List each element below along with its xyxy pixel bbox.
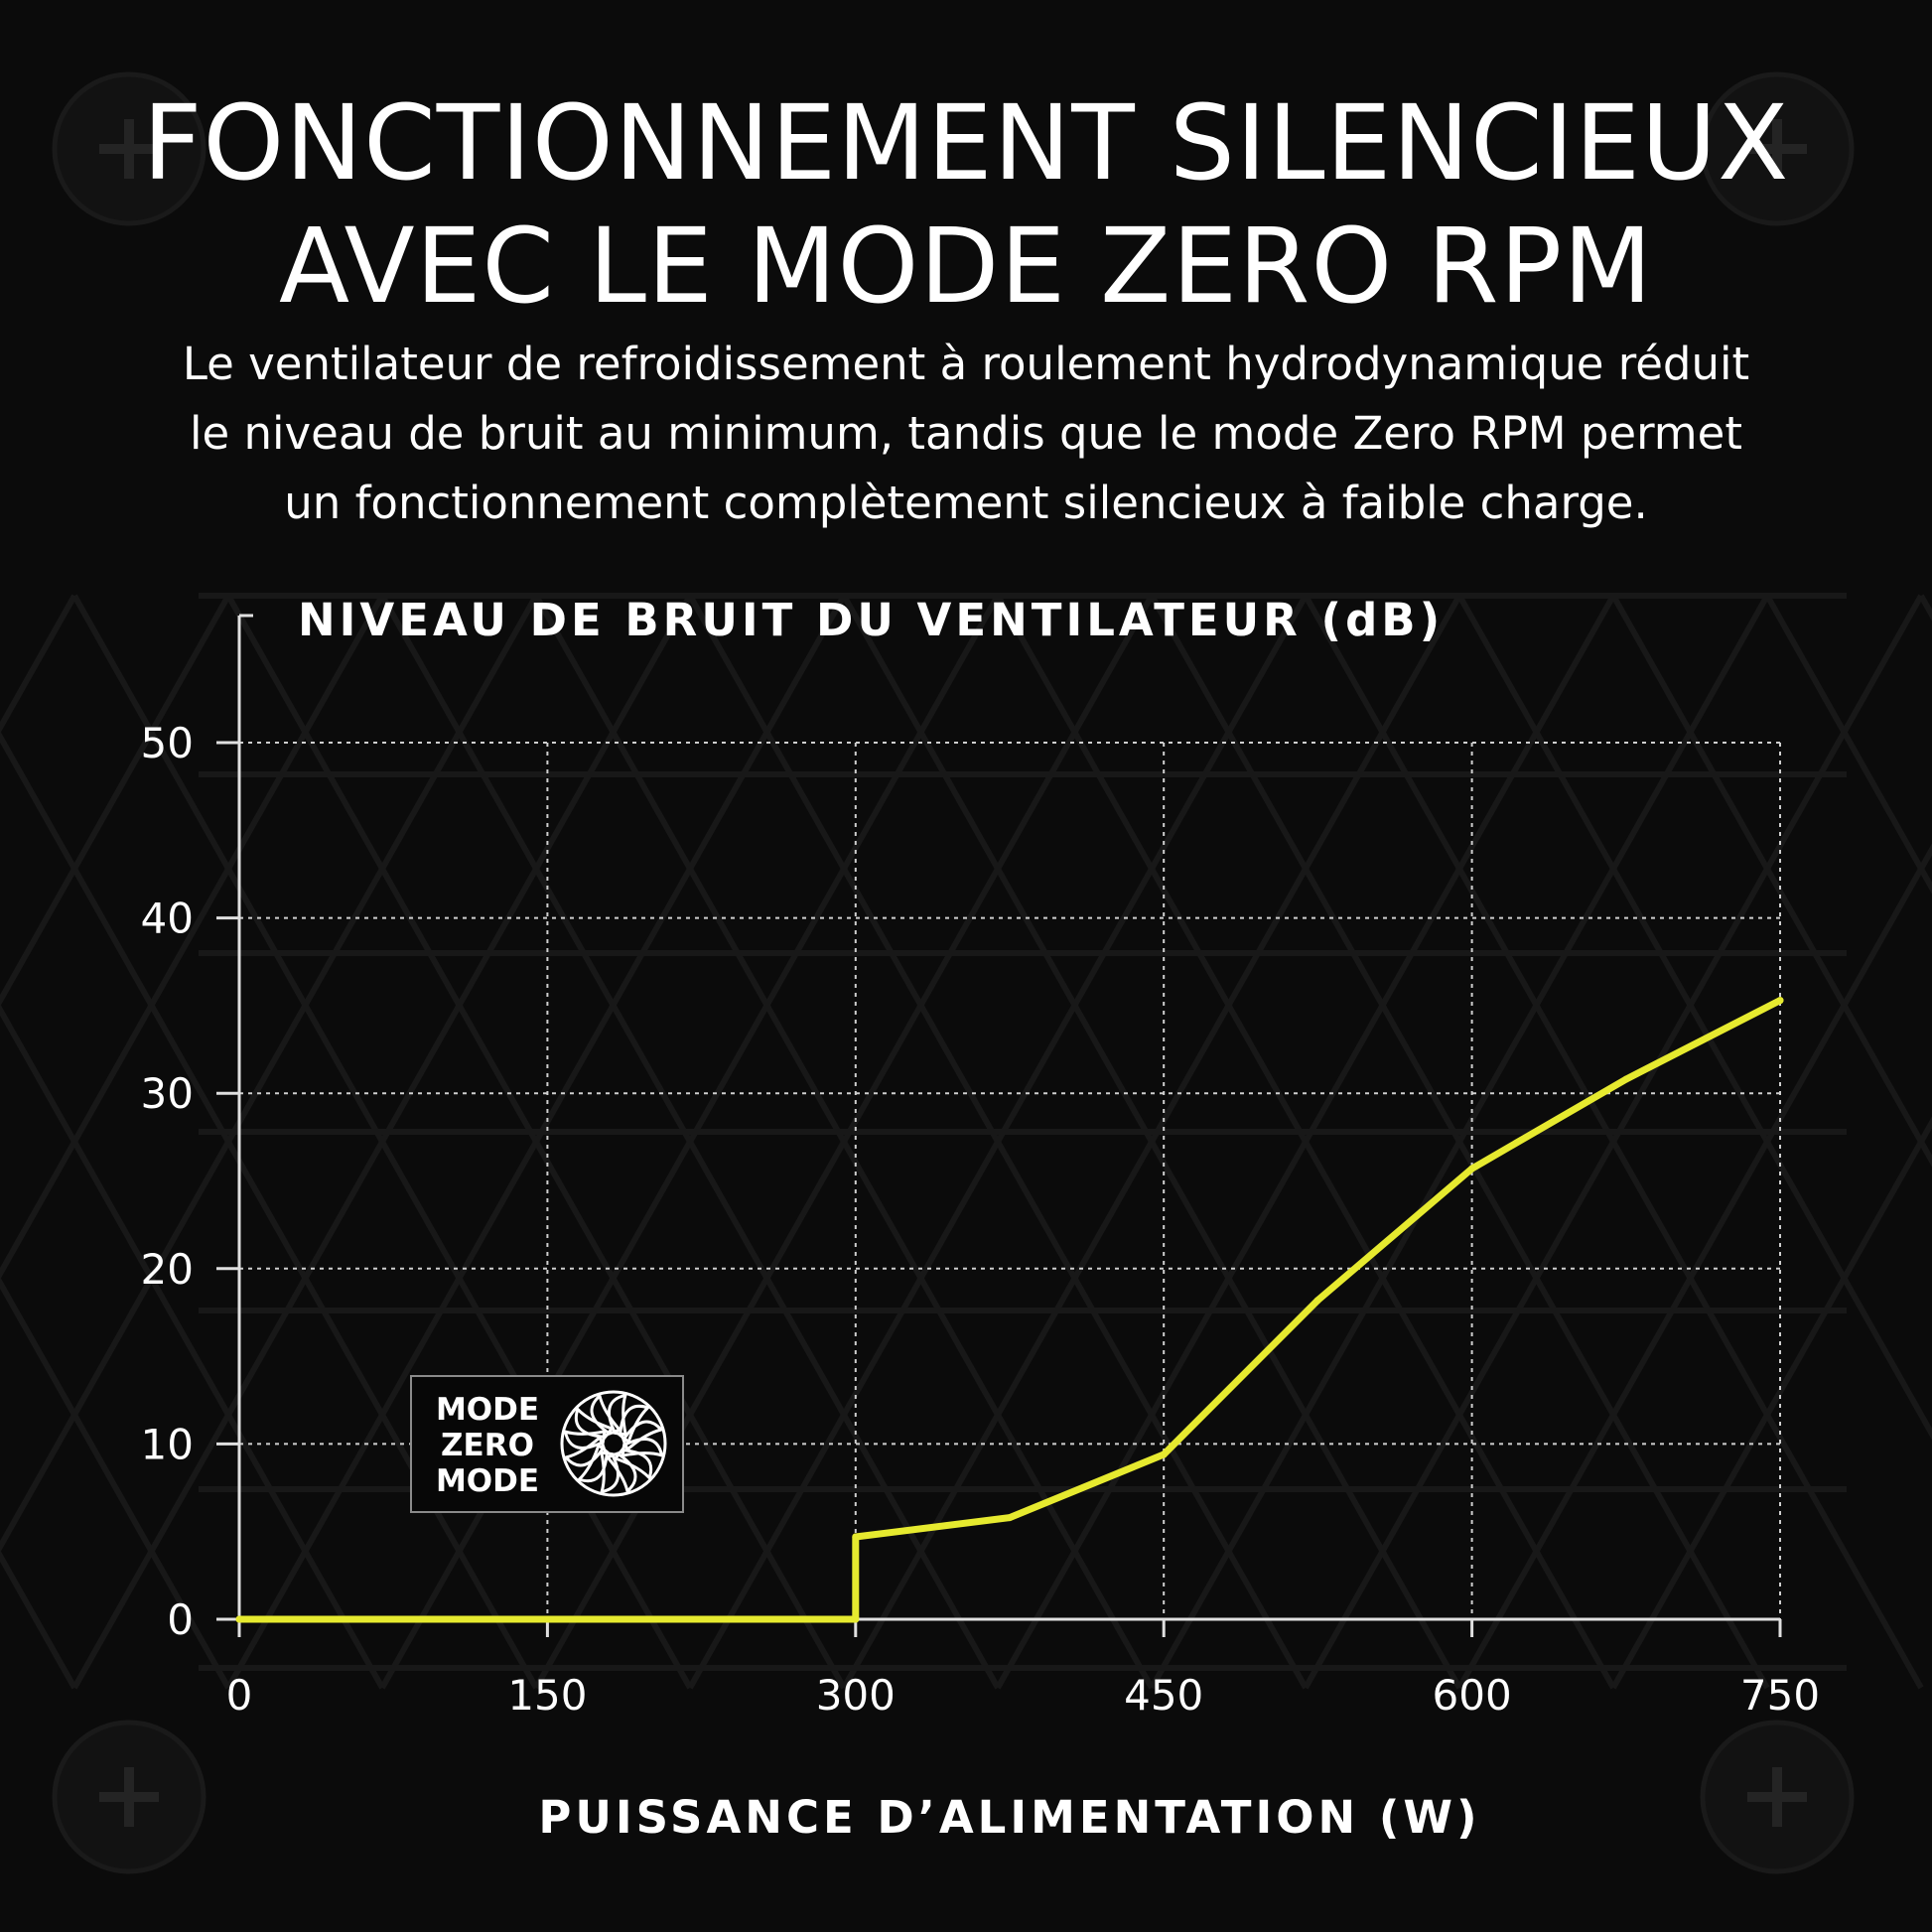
y-tick-label: 40: [141, 895, 194, 943]
screw-hole-decoration: [52, 71, 207, 226]
noise-data-point: [1006, 1514, 1014, 1522]
fan-blade: [563, 1435, 606, 1467]
fan-blade: [608, 1393, 628, 1437]
screw-hole-decoration: [1700, 71, 1855, 226]
x-tick-label: 750: [1740, 1671, 1820, 1720]
badge-line-2: ZERO: [441, 1428, 534, 1463]
screw-hole-decoration: [52, 1720, 207, 1874]
fan-icon: [560, 1390, 667, 1497]
title-line-1: FONCTIONNEMENT SILENCIEUX: [142, 82, 1790, 204]
x-tick-label: 450: [1124, 1671, 1203, 1720]
title-line-2: AVEC LE MODE ZERO RPM: [278, 206, 1654, 327]
fan-blade: [613, 1449, 653, 1481]
y-tick-label: 20: [141, 1245, 194, 1294]
y-axis-label: NIVEAU DE BRUIT DU VENTILATEUR (dB): [298, 594, 1444, 646]
noise-data-point: [1468, 1165, 1476, 1173]
fan-blade: [621, 1438, 664, 1458]
noise-data-point: [1622, 1075, 1630, 1083]
x-tick-label: 600: [1433, 1671, 1512, 1720]
y-tick-label: 10: [141, 1420, 194, 1468]
x-tick-label: 300: [816, 1671, 896, 1720]
zero-rpm-badge: MODE ZERO MODE: [410, 1375, 684, 1513]
screw-hole-decoration: [1700, 1720, 1855, 1874]
noise-data-point: [1776, 997, 1784, 1005]
x-tick-label: 0: [226, 1671, 253, 1720]
page-subtitle: Le ventilateur de refroidissement à roul…: [0, 330, 1932, 538]
subtitle-line-1: Le ventilateur de refroidissement à roul…: [182, 338, 1750, 390]
fan-blade: [576, 1443, 609, 1483]
noise-data-point: [852, 1533, 860, 1541]
page-title: FONCTIONNEMENT SILENCIEUX AVEC LE MODE Z…: [0, 81, 1932, 328]
fan-blade: [590, 1393, 622, 1436]
y-tick-label: 0: [167, 1595, 194, 1644]
noise-data-point: [852, 1615, 860, 1623]
y-tick-label: 50: [141, 719, 194, 767]
subtitle-line-2: le niveau de bruit au minimum, tandis qu…: [190, 407, 1742, 460]
noise-data-point: [235, 1615, 243, 1623]
fan-blade: [563, 1429, 607, 1449]
fan-blade: [599, 1450, 620, 1494]
fan-blade: [605, 1451, 637, 1494]
x-axis-label: PUISSANCE D’ALIMENTATION (W): [538, 1791, 1480, 1844]
y-tick-label: 30: [141, 1069, 194, 1118]
badge-line-1: MODE: [436, 1392, 539, 1428]
fan-blade: [619, 1404, 651, 1445]
x-tick-label: 150: [507, 1671, 587, 1720]
noise-data-point: [1313, 1297, 1321, 1305]
badge-line-3: MODE: [436, 1463, 539, 1499]
noise-data-point: [1160, 1450, 1168, 1458]
subtitle-line-3: un fonctionnement complètement silencieu…: [284, 477, 1648, 529]
fan-blade: [574, 1406, 615, 1439]
